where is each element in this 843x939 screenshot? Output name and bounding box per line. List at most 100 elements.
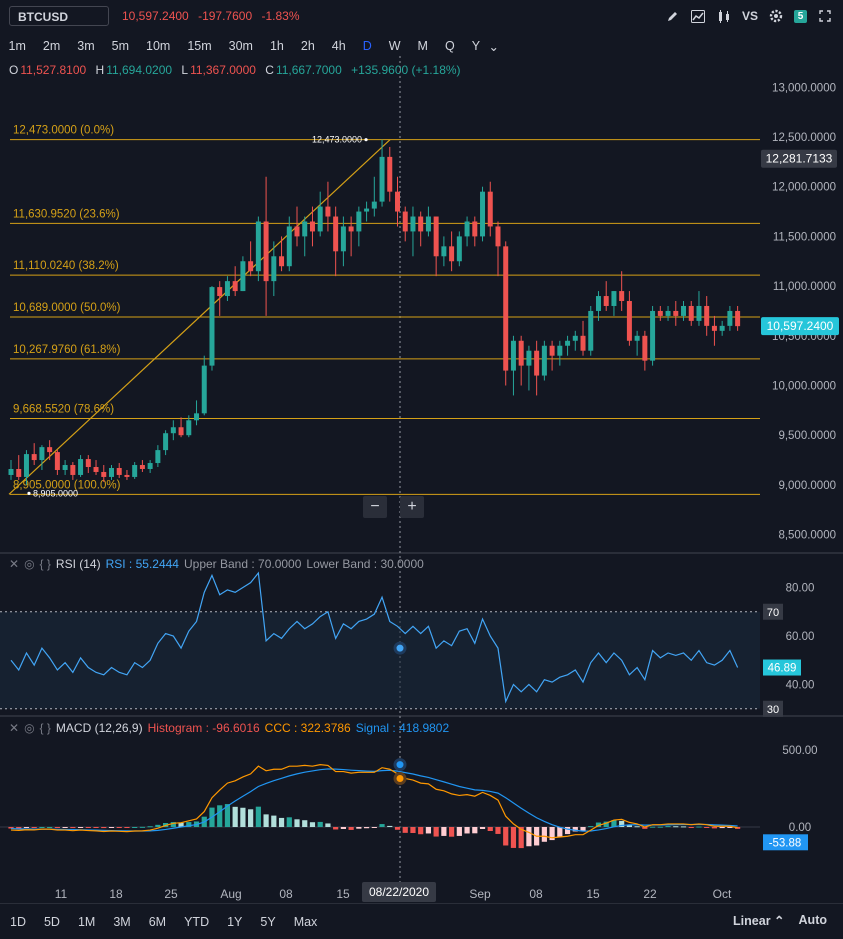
price-tick-label: 9,500.0000: [778, 430, 836, 442]
interval-4h[interactable]: 4h: [331, 39, 346, 53]
macd-histogram-bar: [348, 827, 354, 830]
interval-Q[interactable]: Q: [444, 39, 455, 53]
candle-body: [711, 325, 717, 331]
candle-body: [580, 335, 586, 351]
macd-histogram-bar: [464, 827, 470, 834]
time-tick-label: 25: [164, 887, 178, 901]
price-tick-label: 13,000.0000: [772, 82, 836, 94]
candle-body: [147, 463, 153, 469]
candle-body: [356, 211, 362, 232]
settings-gear-icon[interactable]: [768, 8, 784, 24]
interval-2m[interactable]: 2m: [42, 39, 61, 53]
last-price: 10,597.2400: [122, 9, 189, 23]
price-tick-label: 10,000.0000: [772, 381, 836, 393]
candles-icon[interactable]: [716, 8, 732, 24]
interval-Y[interactable]: Y: [471, 39, 481, 53]
fullscreen-icon[interactable]: [817, 8, 833, 24]
candle-body: [286, 226, 292, 267]
range-3M[interactable]: 3M: [113, 915, 131, 929]
interval-M[interactable]: M: [417, 39, 428, 53]
interval-1h[interactable]: 1h: [269, 39, 284, 53]
range-1D[interactable]: 1D: [10, 915, 26, 929]
range-1Y[interactable]: 1Y: [227, 915, 243, 929]
range-6M[interactable]: 6M: [148, 915, 167, 929]
visibility-eye-icon[interactable]: ◎: [24, 721, 35, 735]
rsi-lower-tag-label: 30: [767, 704, 779, 716]
interval-W[interactable]: W: [388, 39, 401, 53]
macd-histogram-bar: [634, 826, 640, 828]
range-Max[interactable]: Max: [293, 915, 318, 929]
zoom-in-button[interactable]: +: [400, 496, 424, 518]
interval-5m[interactable]: 5m: [111, 39, 129, 53]
macd-histogram-bar: [649, 826, 656, 828]
draw-pencil-icon[interactable]: [664, 8, 680, 24]
macd-line: [10, 764, 738, 839]
source-braces-icon[interactable]: { }: [39, 557, 51, 571]
quote-summary: 10,597.2400 -197.7600 -1.83%: [122, 9, 306, 23]
candle-body: [719, 325, 725, 331]
macd-histogram-bar: [31, 827, 37, 828]
macd-ccc: CCC : 322.3786: [264, 721, 351, 735]
auto-scale-button[interactable]: Auto: [798, 913, 827, 927]
rsi-upper-band: Upper Band : 70.0000: [183, 557, 302, 571]
range-bar: 1D 5D 1M 3M 6M YTD 1Y 5Y Max: [0, 910, 843, 934]
interval-15m[interactable]: 15m: [187, 39, 212, 53]
candle-body: [480, 191, 486, 237]
ohlc-change: +135.9600 (+1.18%): [351, 63, 461, 77]
macd-histogram-bar: [217, 805, 223, 827]
macd-histogram-bar: [124, 827, 130, 828]
range-YTD[interactable]: YTD: [184, 915, 210, 929]
candle-body: [526, 350, 532, 366]
interval-1m[interactable]: 1m: [8, 39, 26, 53]
macd-histogram-bar: [54, 827, 60, 828]
macd-histogram-bar: [178, 822, 184, 827]
range-5D[interactable]: 5D: [43, 915, 60, 929]
notification-badge[interactable]: 5: [794, 9, 807, 23]
linear-scale-button[interactable]: Linear ⌃: [733, 914, 785, 928]
candle-body: [132, 465, 138, 477]
candle-body: [255, 221, 261, 272]
close-pane-icon[interactable]: ✕: [9, 557, 20, 571]
candle-body: [433, 216, 439, 257]
macd-histogram-bar: [495, 827, 501, 834]
crosshair-price-label: 12,281.7133: [766, 152, 833, 166]
macd-histogram-bar: [626, 824, 632, 827]
close-label: C: [265, 63, 274, 77]
low-value: 11,367.0000: [190, 63, 256, 77]
candle-body: [8, 468, 14, 475]
macd-histogram-bar: [557, 827, 563, 837]
macd-histogram-bar: [696, 826, 702, 828]
visibility-eye-icon[interactable]: ◎: [24, 557, 35, 571]
macd-histogram-bar: [333, 827, 339, 830]
interval-dropdown-icon[interactable]: ⌄: [488, 39, 500, 54]
price-tick-label: 8,500.0000: [778, 530, 836, 542]
macd-last-tag-label: -53.88: [769, 837, 802, 849]
candle-body: [510, 340, 516, 371]
symbol-input[interactable]: BTCUSD: [9, 6, 109, 26]
macd-histogram-bar: [39, 827, 45, 828]
candle-body: [557, 345, 563, 356]
interval-3m[interactable]: 3m: [77, 39, 95, 53]
low-label: L: [181, 63, 189, 77]
close-pane-icon[interactable]: ✕: [9, 721, 20, 735]
source-braces-icon[interactable]: { }: [39, 721, 51, 735]
macd-histogram-bar: [363, 827, 370, 829]
candle-body: [163, 433, 169, 451]
candle-body: [495, 226, 501, 247]
macd-histogram-bar: [526, 827, 532, 847]
chart-type-icon[interactable]: [690, 8, 706, 24]
compare-vs-icon[interactable]: VS: [742, 9, 759, 23]
last-price-label: 10,597.2400: [767, 319, 834, 333]
interval-30m[interactable]: 30m: [228, 39, 253, 53]
interval-2h[interactable]: 2h: [300, 39, 315, 53]
zoom-out-button[interactable]: −: [363, 496, 387, 518]
interval-10m[interactable]: 10m: [146, 39, 171, 53]
range-1M[interactable]: 1M: [77, 915, 96, 929]
candle-body: [541, 345, 547, 376]
macd-histogram-bar: [132, 827, 138, 828]
interval-D[interactable]: D: [362, 39, 372, 53]
time-tick-label: Oct: [713, 887, 732, 901]
range-5Y[interactable]: 5Y: [260, 915, 276, 929]
